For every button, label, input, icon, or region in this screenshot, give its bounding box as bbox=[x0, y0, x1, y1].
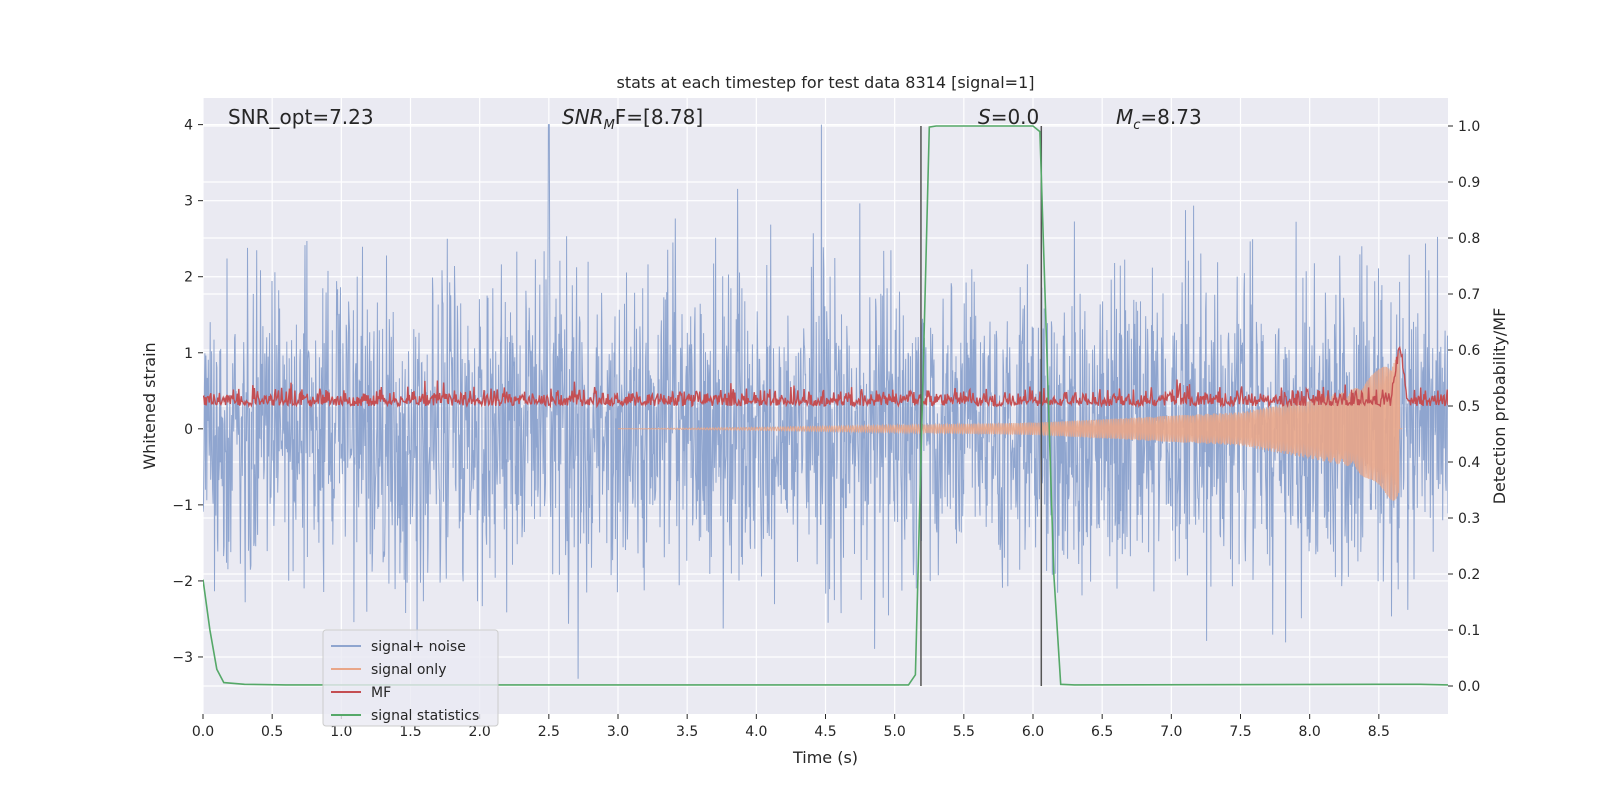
x-tick-label: 5.0 bbox=[884, 724, 906, 740]
y-tick-label: −3 bbox=[172, 650, 193, 666]
y-tick-label: −1 bbox=[172, 498, 193, 514]
x-tick-label: 0.0 bbox=[192, 724, 214, 740]
x-tick-label: 1.0 bbox=[330, 724, 352, 740]
annotation-snr-mf-rest: F=[8.78] bbox=[615, 105, 703, 129]
x-tick-label: 4.0 bbox=[745, 724, 767, 740]
y-tick-label: −2 bbox=[172, 574, 193, 590]
legend-label: signal+ noise bbox=[371, 639, 466, 655]
annotation-mc-rest: =8.73 bbox=[1140, 105, 1201, 129]
legend: signal+ noise signal only MF signal statist… bbox=[322, 629, 499, 727]
legend-label: MF bbox=[371, 685, 391, 701]
legend-label: signal only bbox=[371, 662, 446, 678]
x-axis-ticks: 0.0 0.5 1.0 1.5 2.0 2.5 3.0 3.5 4.0 4.5 5.0 5.5 6.0 6… bbox=[192, 714, 1390, 740]
annotation-s-main: S bbox=[978, 105, 991, 129]
x-tick-label: 8.0 bbox=[1299, 724, 1321, 740]
x-tick-label: 0.5 bbox=[261, 724, 283, 740]
y-right-tick-label: 0.6 bbox=[1458, 343, 1480, 359]
x-tick-label: 2.0 bbox=[469, 724, 491, 740]
y-tick-label: 2 bbox=[184, 270, 193, 286]
series-signal-noise bbox=[203, 124, 1448, 679]
y-right-tick-label: 0.4 bbox=[1458, 455, 1480, 471]
y-right-tick-label: 0.0 bbox=[1458, 679, 1480, 695]
annotation-snr-mf: SNRMF=[8.78] bbox=[562, 105, 703, 133]
y-axis-right-ticks: 1.0 0.9 0.8 0.7 0.6 0.5 0.4 0.3 0.2 0.1 0.0 bbox=[1448, 119, 1480, 695]
legend-box bbox=[322, 629, 499, 727]
y-right-tick-label: 0.9 bbox=[1458, 175, 1480, 191]
annotation-mc-sub: c bbox=[1133, 118, 1140, 133]
series-signal-only bbox=[618, 352, 1403, 501]
annotation-s-rest: =0.0 bbox=[991, 105, 1040, 129]
series-signal-statistics bbox=[203, 125, 1448, 686]
legend-label: signal statistics bbox=[371, 708, 479, 724]
x-tick-label: 8.5 bbox=[1368, 724, 1390, 740]
x-axis-label: Time (s) bbox=[792, 748, 858, 767]
y-right-tick-label: 0.2 bbox=[1458, 567, 1480, 583]
annotation-s: S=0.0 bbox=[978, 105, 1039, 129]
y-axis-ticks: 4 3 2 1 0 −1 −2 −3 bbox=[172, 118, 203, 666]
x-tick-label: 7.5 bbox=[1229, 724, 1251, 740]
x-tick-label: 3.0 bbox=[607, 724, 629, 740]
y-right-tick-label: 0.1 bbox=[1458, 623, 1480, 639]
y-right-tick-label: 0.7 bbox=[1458, 287, 1480, 303]
annotation-snr-mf-main: SNR bbox=[562, 105, 604, 129]
y-right-tick-label: 0.3 bbox=[1458, 511, 1480, 527]
chart-title: stats at each timestep for test data 831… bbox=[616, 73, 1034, 92]
y-axis-label: Whitened strain bbox=[140, 342, 159, 469]
x-tick-label: 6.0 bbox=[1022, 724, 1044, 740]
y-right-tick-label: 1.0 bbox=[1458, 119, 1480, 135]
x-tick-label: 4.5 bbox=[814, 724, 836, 740]
y-axis-right-label: Detection probability/MF bbox=[1490, 308, 1509, 505]
y-tick-label: 1 bbox=[184, 346, 193, 362]
x-tick-label: 6.5 bbox=[1091, 724, 1113, 740]
y-tick-label: 3 bbox=[184, 194, 193, 210]
x-tick-label: 7.0 bbox=[1160, 724, 1182, 740]
y-right-tick-label: 0.5 bbox=[1458, 399, 1480, 415]
series-mf bbox=[203, 346, 1448, 409]
x-tick-label: 1.5 bbox=[399, 724, 421, 740]
annotation-snr-opt: SNR_opt=7.23 bbox=[228, 105, 374, 129]
x-tick-label: 2.5 bbox=[538, 724, 560, 740]
series-layer bbox=[203, 124, 1448, 686]
annotation-mc-main: M bbox=[1116, 105, 1133, 129]
x-tick-label: 5.5 bbox=[953, 724, 975, 740]
y-tick-label: 4 bbox=[184, 118, 193, 134]
y-tick-label: 0 bbox=[184, 422, 193, 438]
annotation-snr-mf-sub: M bbox=[604, 118, 615, 133]
y-right-tick-label: 0.8 bbox=[1458, 231, 1480, 247]
x-tick-label: 3.5 bbox=[676, 724, 698, 740]
annotation-mc: Mc=8.73 bbox=[1116, 105, 1202, 133]
